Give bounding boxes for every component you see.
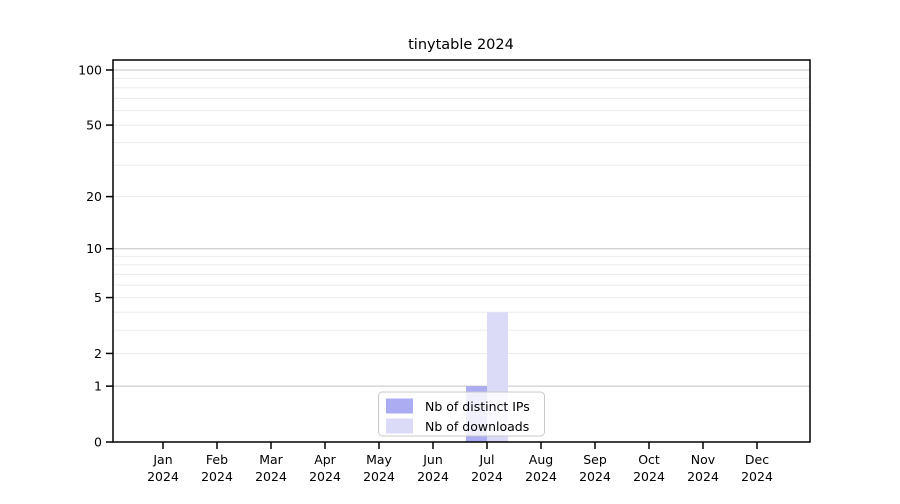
legend-label-1: Nb of downloads [425,419,529,434]
x-tick-label-year: 2024 [255,469,287,484]
x-tick-label-month: Sep [583,452,607,467]
legend-swatch-1 [386,418,413,434]
x-tick-label-year: 2024 [471,469,503,484]
x-tick-label-year: 2024 [147,469,179,484]
y-tick-label: 1 [94,379,102,394]
x-tick-label-month: Oct [638,452,660,467]
x-tick-label-month: Dec [745,452,769,467]
y-tick-label: 2 [94,346,102,361]
y-tick-label: 0 [94,435,102,450]
x-tick-label-year: 2024 [525,469,557,484]
x-tick-label-year: 2024 [687,469,719,484]
y-tick-label: 5 [94,290,102,305]
x-tick-label-month: Apr [314,452,336,467]
x-tick-label-year: 2024 [633,469,665,484]
plot-border [112,59,811,443]
x-tick-label-year: 2024 [741,469,773,484]
y-tick-label: 20 [86,189,102,204]
x-tick-label-year: 2024 [363,469,395,484]
axes: 0 1 2 5 10 20 50 100 Jan 2024 Feb 2024 Mar 2024 Apr 202… [78,59,811,484]
y-tick-label: 10 [86,241,102,256]
x-tick-label-year: 2024 [579,469,611,484]
legend-label-0: Nb of distinct IPs [425,399,530,414]
x-tick-label-year: 2024 [201,469,233,484]
x-tick-label-month: Jan [152,452,172,467]
y-tick-label: 100 [78,63,102,78]
x-tick-label-month: Mar [259,452,283,467]
chart-title: tinytable 2024 [408,37,514,53]
x-tick-label-month: Jul [478,452,494,467]
x-tick-label-month: Aug [529,452,553,467]
x-tick-label-year: 2024 [417,469,449,484]
x-tick-label-month: Nov [691,452,716,467]
y-tick-label: 50 [86,118,102,133]
x-tick-label-year: 2024 [309,469,341,484]
legend-box [378,391,545,437]
x-tick-label-month: Jun [422,452,443,467]
legend: Nb of distinct IPs Nb of downloads [378,391,545,437]
gridlines [113,69,810,387]
x-tick-label-month: May [366,452,392,467]
x-tick-label-month: Feb [206,452,228,467]
legend-swatch-0 [386,398,413,414]
